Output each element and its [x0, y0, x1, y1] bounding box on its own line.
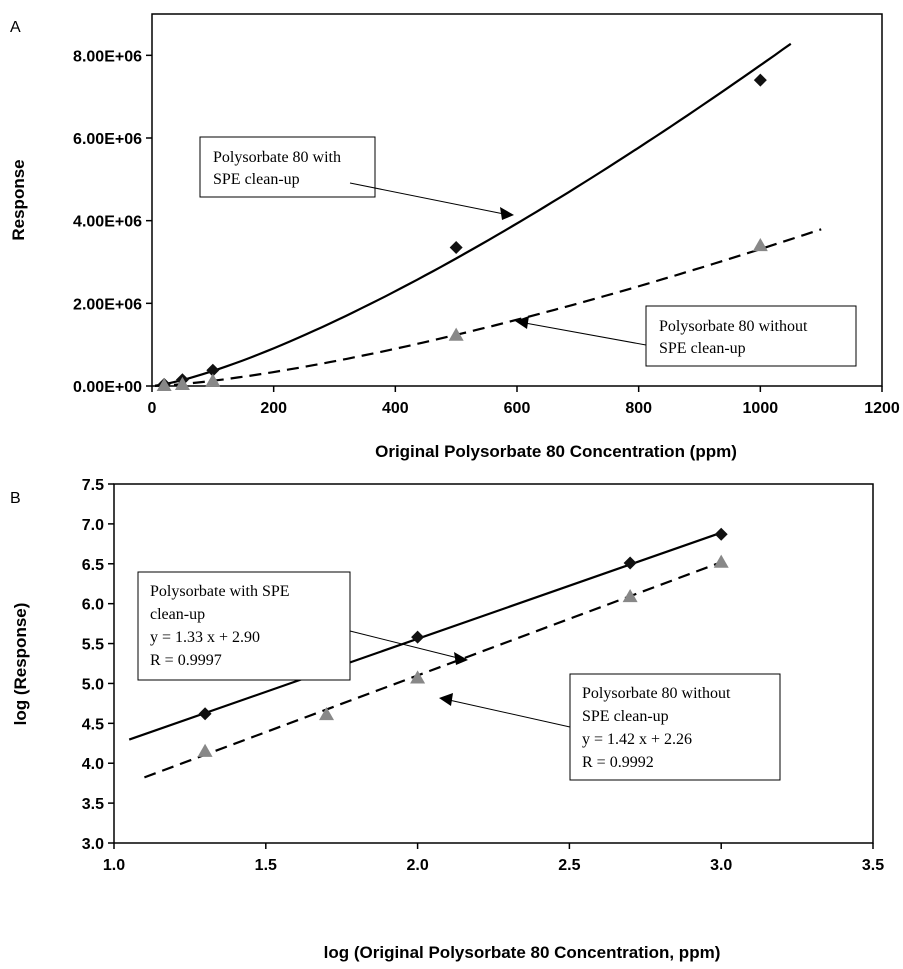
- data-point-series-2: [319, 707, 335, 721]
- x-tick-label: 0: [148, 400, 157, 417]
- annotation-line: y = 1.42 x + 2.26: [582, 731, 692, 748]
- y-tick-label: 8.00E+06: [73, 48, 142, 65]
- arrow-head: [515, 316, 529, 329]
- panel-a-annotation-with-spe: Polysorbate 80 with SPE clean-up: [199, 136, 514, 220]
- panel-a-x-ticks: 0 200 400 600 800 1000 1200: [148, 386, 900, 417]
- annotation-arrow: [349, 182, 505, 215]
- panel-a-y-ticks: 0.00E+00 2.00E+06 4.00E+06 6.00E+06 8.00E+06: [73, 48, 152, 396]
- x-tick-label: 200: [260, 400, 287, 417]
- arrow-head: [439, 693, 453, 706]
- panel-b-annotation-without-spe: Polysorbate 80 without SPE clean-up y = …: [439, 673, 781, 781]
- annotation-line: Polysorbate with SPE: [150, 583, 290, 600]
- panel-a-x-axis-title: Original Polysorbate 80 Concentration (p…: [375, 442, 737, 461]
- data-point-series-2: [448, 327, 464, 341]
- data-point-series-1: [449, 241, 463, 255]
- data-point-series-2: [622, 588, 638, 603]
- y-tick-label: 5.0: [82, 676, 104, 693]
- y-tick-label: 4.0: [82, 756, 104, 773]
- y-tick-label: 4.00E+06: [73, 214, 142, 231]
- data-point-series-2: [174, 376, 190, 390]
- y-tick-label: 5.5: [82, 637, 104, 654]
- annotation-line: R = 0.9997: [150, 652, 222, 669]
- annotation-box: [199, 136, 376, 198]
- panel-a-points: [156, 73, 768, 392]
- y-tick-label: 7.0: [82, 517, 104, 534]
- y-tick-label: 3.5: [82, 796, 104, 813]
- data-point-series-2: [752, 237, 768, 252]
- data-point-series-2: [410, 670, 426, 684]
- arrow-head: [500, 207, 514, 220]
- annotation-line: R = 0.9992: [582, 754, 654, 771]
- data-point-series-2: [713, 554, 729, 568]
- panel-b-annotation-with-spe: Polysorbate with SPE clean-up y = 1.33 x…: [137, 571, 468, 681]
- panel-a-letter: A: [10, 19, 21, 36]
- fit-line-series-1: [154, 42, 792, 387]
- annotation-line: Polysorbate 80 without: [582, 685, 731, 702]
- panel-b: B 3.0 3.5 4.0 4.5 5.0 5.5 6.0 6.5 7.0 7.5 1.0 1.5 2…: [10, 477, 884, 962]
- annotation-box: [645, 305, 857, 367]
- annotation-arrow: [524, 322, 647, 346]
- data-point-series-1: [753, 73, 767, 87]
- x-tick-label: 3.0: [710, 857, 732, 874]
- annotation-box: [137, 571, 351, 681]
- x-tick-label: 600: [504, 400, 531, 417]
- annotation-line: y = 1.33 x + 2.90: [150, 629, 260, 646]
- arrow-head: [454, 652, 468, 665]
- x-tick-label: 1200: [864, 400, 900, 417]
- x-tick-label: 1.0: [103, 857, 125, 874]
- y-tick-label: 6.0: [82, 597, 104, 614]
- x-tick-label: 400: [382, 400, 409, 417]
- y-tick-label: 2.00E+06: [73, 296, 142, 313]
- x-tick-label: 1.5: [255, 857, 277, 874]
- panel-b-plot-frame: [113, 483, 874, 844]
- annotation-line: SPE clean-up: [582, 708, 669, 725]
- panel-a: A 0.00E+00 2.00E+06 4.00E+06 6.00E+06 8.00E+…: [9, 13, 900, 461]
- annotation-line: SPE clean-up: [659, 340, 746, 357]
- data-point-series-1: [714, 527, 728, 541]
- panel-b-y-ticks: 3.0 3.5 4.0 4.5 5.0 5.5 6.0 6.5 7.0 7.5: [82, 477, 114, 853]
- x-tick-label: 800: [625, 400, 652, 417]
- data-point-series-1: [623, 556, 637, 570]
- x-tick-label: 3.5: [862, 857, 884, 874]
- annotation-line: Polysorbate 80 without: [659, 318, 808, 335]
- annotation-arrow: [448, 699, 571, 728]
- panel-b-y-axis-title: log (Response): [11, 603, 30, 726]
- panel-b-letter: B: [10, 490, 21, 507]
- panel-a-annotation-without-spe: Polysorbate 80 without SPE clean-up: [515, 305, 857, 367]
- y-tick-label: 6.00E+06: [73, 131, 142, 148]
- data-point-series-2: [156, 377, 172, 392]
- data-point-series-1: [198, 707, 212, 721]
- panel-b-x-ticks: 1.0 1.5 2.0 2.5 3.0 3.5: [103, 843, 884, 874]
- y-tick-label: 0.00E+00: [73, 379, 142, 396]
- annotation-arrow: [349, 630, 459, 659]
- panel-b-x-axis-title: log (Original Polysorbate 80 Concentrati…: [324, 943, 721, 962]
- data-point-series-2: [205, 373, 221, 387]
- y-tick-label: 4.5: [82, 716, 104, 733]
- annotation-line: SPE clean-up: [213, 171, 300, 188]
- data-point-series-2: [197, 743, 213, 757]
- x-tick-label: 2.0: [406, 857, 428, 874]
- y-tick-label: 7.5: [82, 477, 104, 494]
- annotation-box: [569, 673, 781, 781]
- panel-a-fit-lines: [154, 42, 822, 387]
- data-point-series-1: [206, 363, 220, 377]
- annotation-line: clean-up: [150, 606, 205, 623]
- panel-a-y-axis-title: Response: [9, 159, 28, 240]
- annotation-line: Polysorbate 80 with: [213, 149, 341, 166]
- x-tick-label: 1000: [743, 400, 779, 417]
- y-tick-label: 3.0: [82, 836, 104, 853]
- y-tick-label: 6.5: [82, 557, 104, 574]
- fit-line-series-1: [128, 531, 722, 741]
- data-point-series-1: [411, 630, 425, 644]
- x-tick-label: 2.5: [558, 857, 580, 874]
